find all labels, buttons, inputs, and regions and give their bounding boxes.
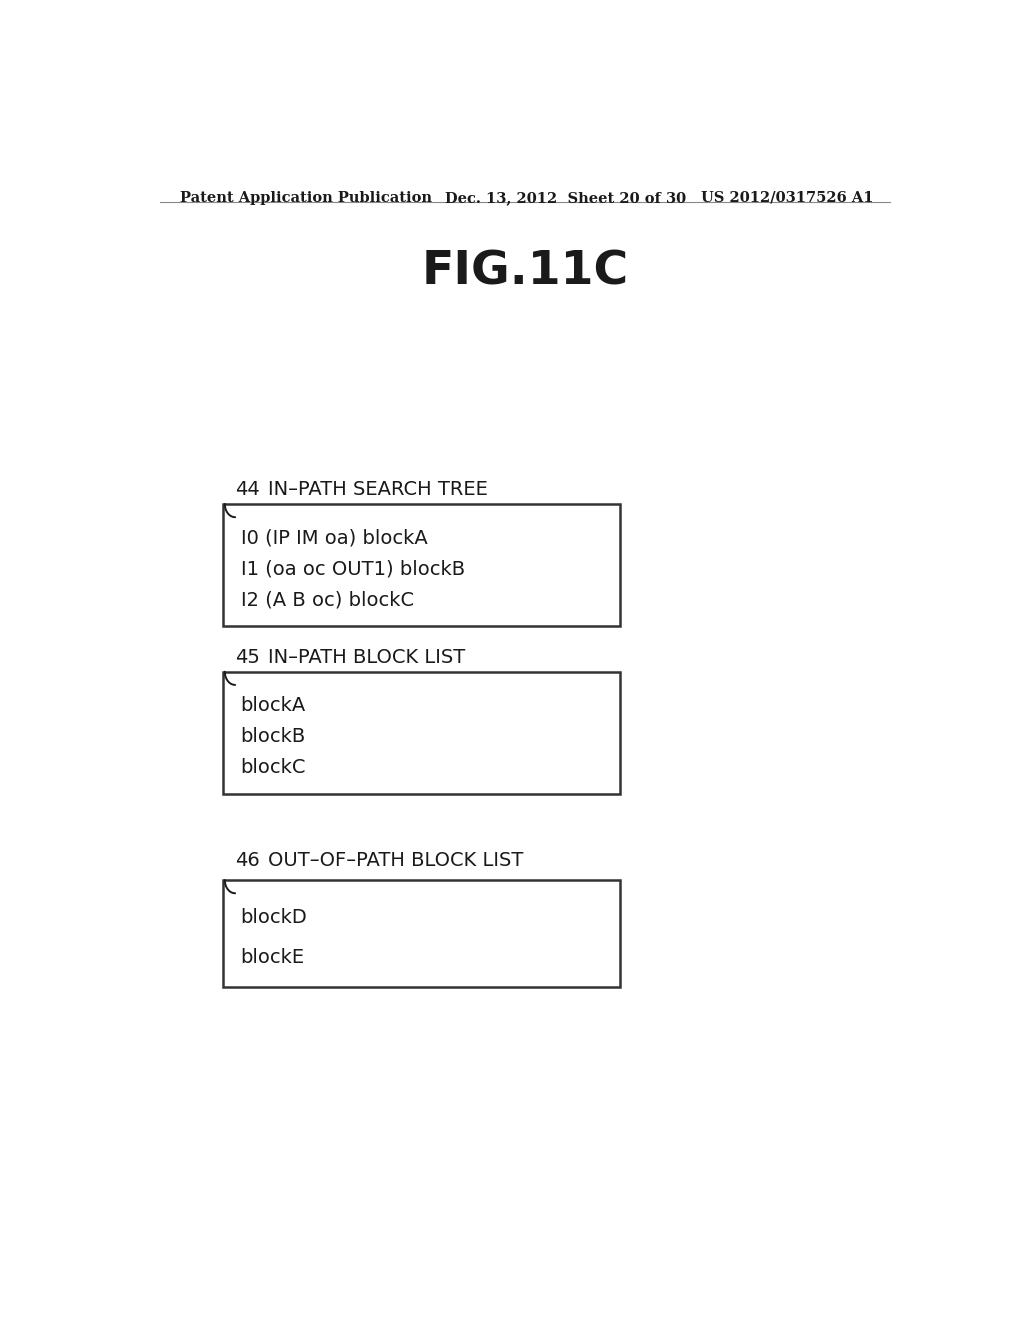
Text: Dec. 13, 2012  Sheet 20 of 30: Dec. 13, 2012 Sheet 20 of 30	[445, 191, 686, 205]
Text: I0 (IP IM oa) blockA: I0 (IP IM oa) blockA	[241, 528, 427, 548]
Text: IN–PATH SEARCH TREE: IN–PATH SEARCH TREE	[268, 480, 488, 499]
Text: blockC: blockC	[241, 759, 306, 777]
Text: Patent Application Publication: Patent Application Publication	[179, 191, 431, 205]
Text: blockA: blockA	[241, 696, 306, 715]
Text: I2 (A B oc) blockC: I2 (A B oc) blockC	[241, 590, 414, 610]
Text: OUT–OF–PATH BLOCK LIST: OUT–OF–PATH BLOCK LIST	[268, 851, 524, 870]
Text: 45: 45	[236, 648, 260, 667]
Bar	[223, 672, 621, 793]
Text: FIG.11C: FIG.11C	[421, 249, 629, 294]
Text: 46: 46	[236, 851, 260, 870]
Text: 44: 44	[236, 480, 260, 499]
Bar	[223, 504, 621, 626]
Bar	[223, 880, 621, 987]
Text: blockB: blockB	[241, 727, 306, 746]
Text: blockE: blockE	[241, 948, 305, 966]
Text: US 2012/0317526 A1: US 2012/0317526 A1	[701, 191, 873, 205]
Text: blockD: blockD	[241, 908, 307, 928]
Text: IN–PATH BLOCK LIST: IN–PATH BLOCK LIST	[268, 648, 466, 667]
Text: I1 (oa oc OUT1) blockB: I1 (oa oc OUT1) blockB	[241, 560, 465, 578]
